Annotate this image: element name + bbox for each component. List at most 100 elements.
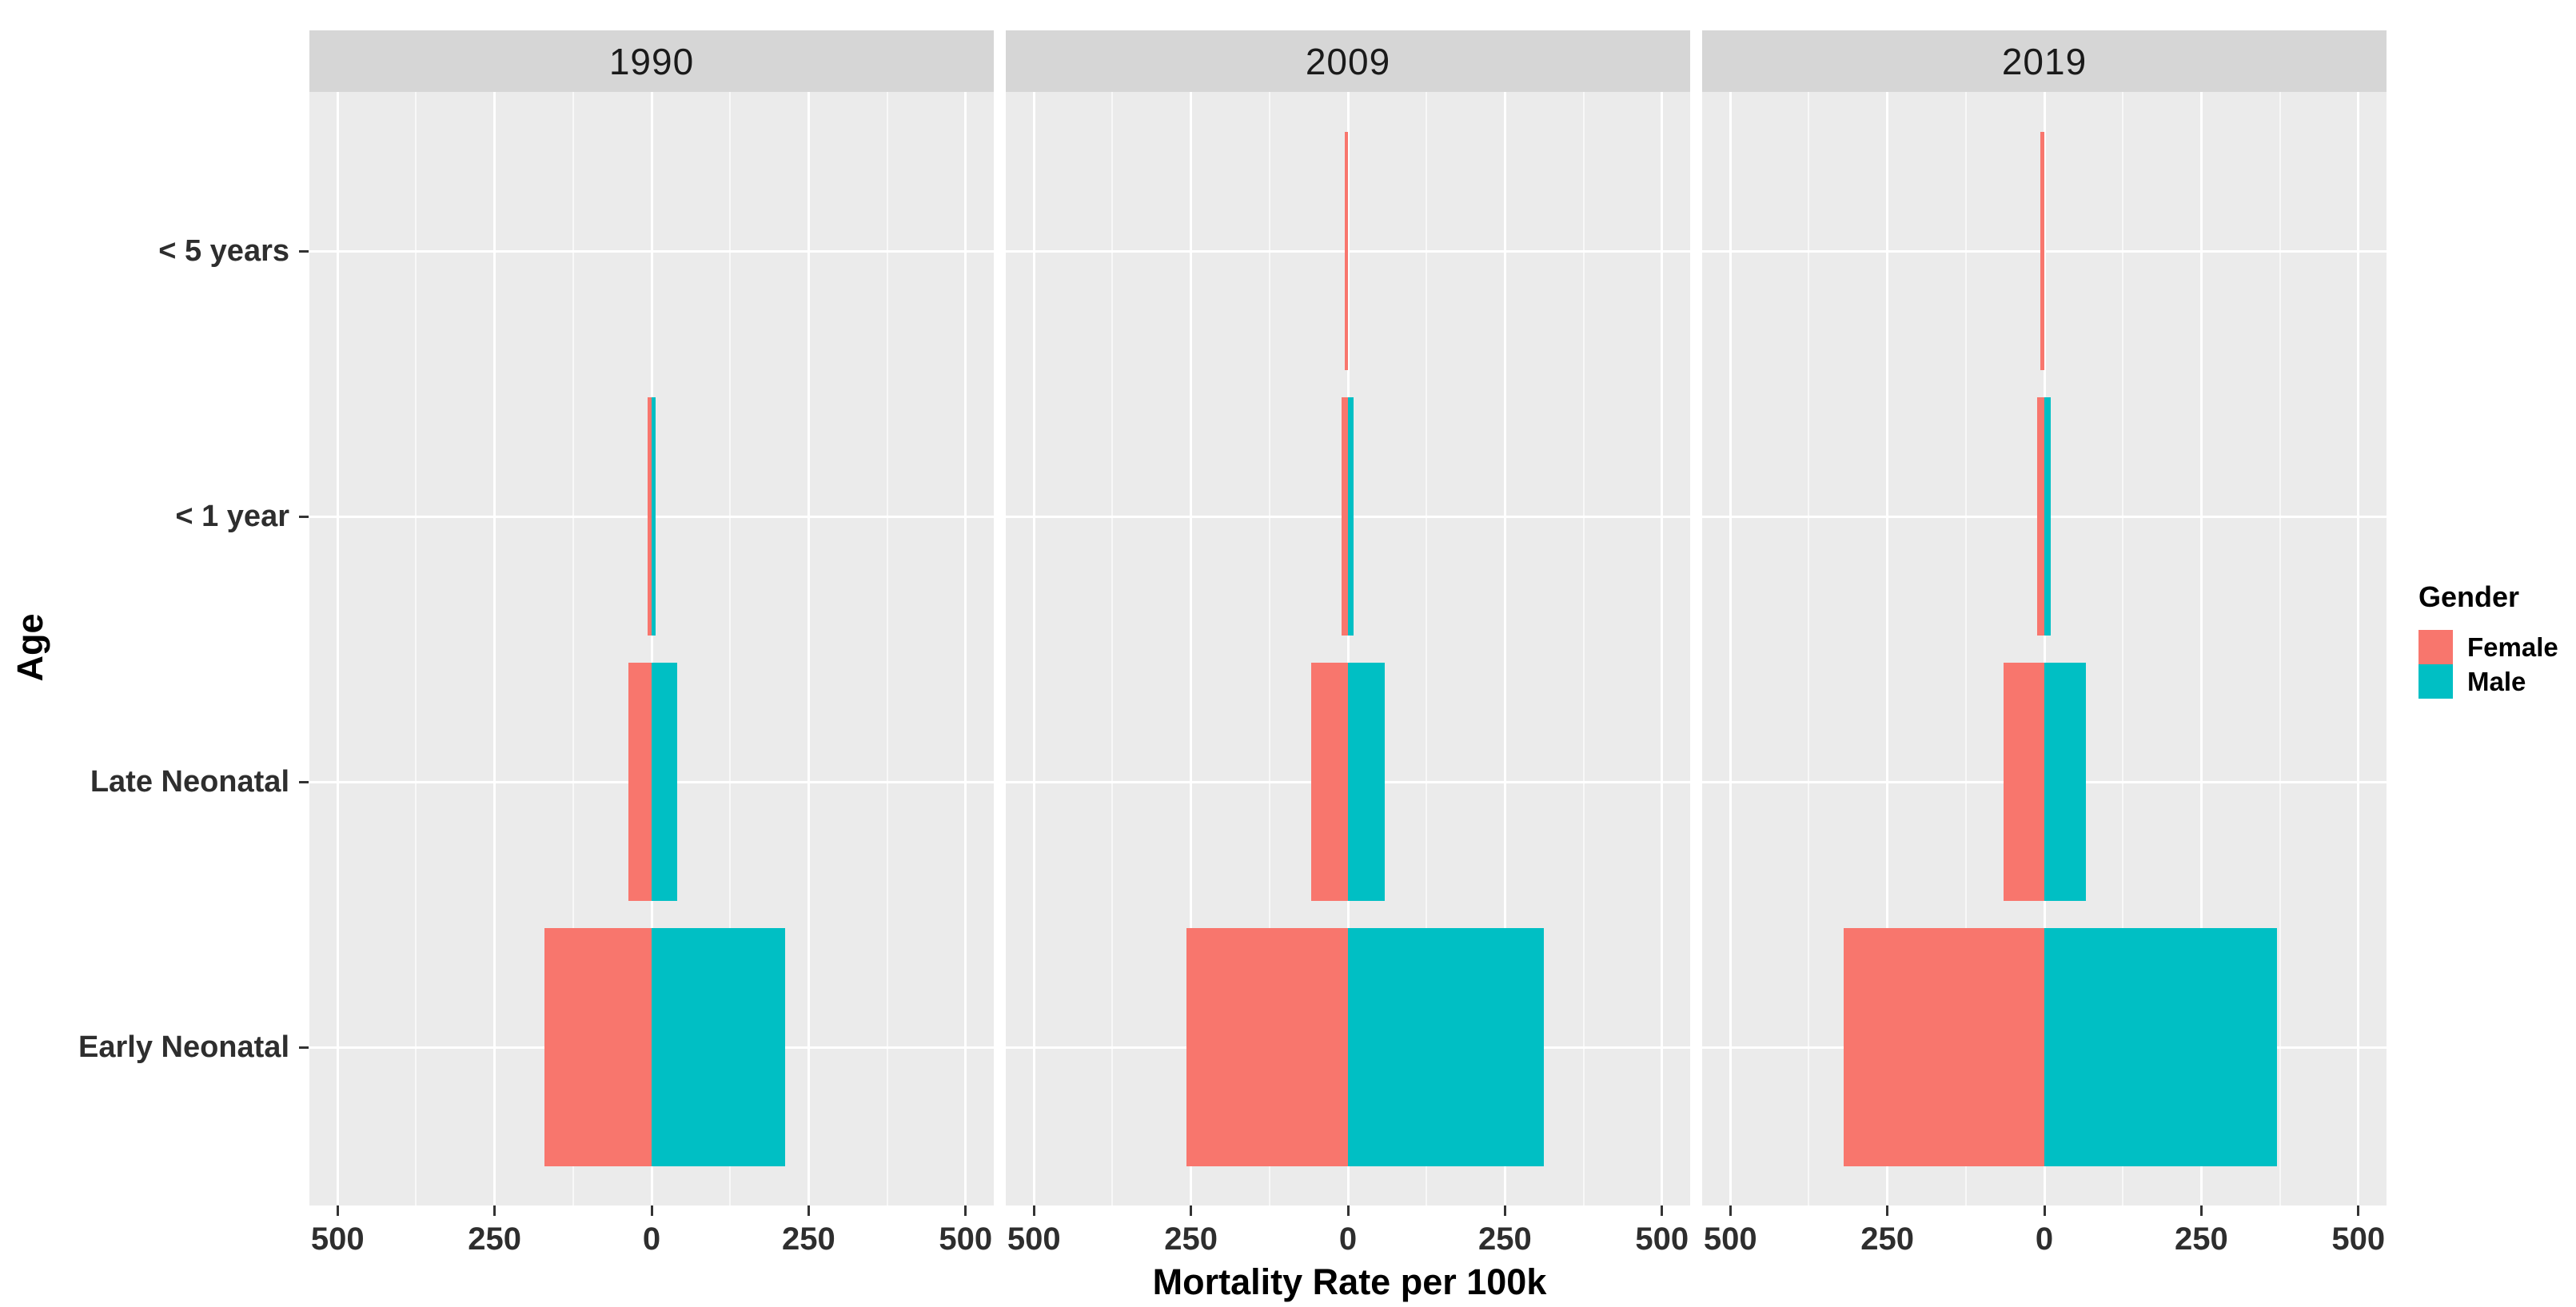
- x-axis-tick: [2043, 1205, 2046, 1216]
- bar-female--5-years: [1345, 132, 1348, 370]
- gridline-major: [493, 92, 496, 1205]
- x-tick-label: 500: [939, 1221, 993, 1257]
- x-axis-tick: [964, 1205, 967, 1216]
- gridline-minor: [886, 92, 888, 1205]
- bar-female-early-neonatal: [544, 928, 652, 1166]
- x-tick-label: 250: [1478, 1221, 1532, 1257]
- facet-strip-1990: 1990: [309, 30, 994, 92]
- x-tick-label: 0: [1338, 1221, 1358, 1257]
- gridline-major: [1661, 92, 1664, 1205]
- legend-swatch-male: [2418, 664, 2453, 699]
- gridline-minor: [1582, 92, 1585, 1205]
- facet-strip-label: 2019: [2001, 40, 2088, 82]
- x-axis-tick: [493, 1205, 496, 1216]
- x-axis-tick: [2199, 1205, 2203, 1216]
- bar-male-late-neonatal: [652, 663, 678, 901]
- x-axis-tick: [1661, 1205, 1664, 1216]
- bar-male-early-neonatal: [652, 928, 786, 1166]
- bar-female-late-neonatal: [2003, 663, 2044, 901]
- x-tick-label: 0: [642, 1221, 661, 1257]
- y-axis-label: < 1 year: [175, 500, 289, 533]
- x-axis-tick: [1346, 1205, 1350, 1216]
- legend-swatch-female: [2418, 630, 2453, 664]
- gridline-minor: [729, 92, 732, 1205]
- legend-title: Gender: [2418, 580, 2520, 613]
- x-axis-tick: [2357, 1205, 2360, 1216]
- y-axis-tick: [299, 1046, 309, 1049]
- x-tick-label: 250: [2175, 1221, 2228, 1257]
- x-tick-label: 500: [1703, 1221, 1757, 1257]
- gridline-minor: [1268, 92, 1270, 1205]
- x-axis-tick: [1886, 1205, 1889, 1216]
- x-tick-label: 250: [468, 1221, 521, 1257]
- legend-label-female: Female: [2467, 632, 2558, 662]
- x-tick-label: 0: [2035, 1221, 2054, 1257]
- gridline-minor: [1426, 92, 1428, 1205]
- bar-male--1-year: [652, 397, 656, 636]
- panel-2009: [1006, 92, 1690, 1205]
- gridline-major: [807, 92, 810, 1205]
- bar-male--1-year: [1348, 397, 1354, 636]
- facet-strip-label: 2009: [1305, 40, 1391, 82]
- bar-male-late-neonatal: [1348, 663, 1386, 901]
- x-axis-tick: [650, 1205, 653, 1216]
- y-axis-title: Age: [10, 613, 50, 682]
- gridline-major: [2199, 92, 2203, 1205]
- panel-1990: [309, 92, 994, 1205]
- legend-item-male: Male: [2418, 664, 2558, 699]
- legend: Gender Female Male: [2418, 580, 2558, 699]
- x-tick-label: 500: [1635, 1221, 1689, 1257]
- gridline-minor: [2122, 92, 2124, 1205]
- bar-female--1-year: [648, 397, 652, 636]
- gridline-minor: [572, 92, 574, 1205]
- gridline-major: [1729, 92, 1732, 1205]
- bar-male-late-neonatal: [2044, 663, 2086, 901]
- x-axis-tick: [1032, 1205, 1035, 1216]
- y-axis-label: Early Neonatal: [78, 1030, 289, 1064]
- bar-female--1-year: [1342, 397, 1348, 636]
- gridline-major: [1886, 92, 1889, 1205]
- gridline-row: [1702, 249, 2387, 253]
- y-axis-tick: [299, 780, 309, 783]
- gridline-minor: [1111, 92, 1114, 1205]
- bar-male-early-neonatal: [2044, 928, 2277, 1166]
- legend-label-male: Male: [2467, 666, 2526, 696]
- facet-strip-label: 1990: [608, 40, 695, 82]
- gridline-major: [2357, 92, 2360, 1205]
- panel-2019: [1702, 92, 2387, 1205]
- bar-female-early-neonatal: [1843, 928, 2044, 1166]
- gridline-major: [1032, 92, 1035, 1205]
- gridline-major: [1503, 92, 1506, 1205]
- x-axis-tick: [1190, 1205, 1193, 1216]
- gridline-major: [2043, 92, 2046, 1205]
- facet-strip-2019: 2019: [1702, 30, 2387, 92]
- gridline-minor: [415, 92, 417, 1205]
- y-axis-tick: [299, 515, 309, 518]
- x-axis-tick: [336, 1205, 339, 1216]
- bar-female--5-years: [2040, 132, 2044, 370]
- bar-male--1-year: [2044, 397, 2051, 636]
- x-axis-title: Mortality Rate per 100k: [1152, 1261, 1547, 1302]
- x-tick-label: 250: [1164, 1221, 1218, 1257]
- gridline-major: [650, 92, 653, 1205]
- y-axis-label: < 5 years: [158, 234, 289, 268]
- facet-strip-2009: 2009: [1006, 30, 1690, 92]
- gridline-row: [309, 249, 994, 253]
- bar-female--1-year: [2037, 397, 2044, 636]
- y-axis-tick: [299, 249, 309, 253]
- legend-item-female: Female: [2418, 630, 2558, 664]
- gridline-major: [336, 92, 339, 1205]
- bar-male-early-neonatal: [1348, 928, 1545, 1166]
- gridline-major: [964, 92, 967, 1205]
- x-tick-label: 250: [782, 1221, 835, 1257]
- bar-female-late-neonatal: [1311, 663, 1348, 901]
- bar-female-late-neonatal: [628, 663, 652, 901]
- y-axis-label: Late Neonatal: [90, 765, 289, 799]
- x-tick-label: 500: [310, 1221, 365, 1257]
- gridline-major: [1190, 92, 1193, 1205]
- x-axis-tick: [807, 1205, 810, 1216]
- x-axis-tick: [1503, 1205, 1506, 1216]
- gridline-minor: [1808, 92, 1810, 1205]
- x-tick-label: 500: [2331, 1221, 2386, 1257]
